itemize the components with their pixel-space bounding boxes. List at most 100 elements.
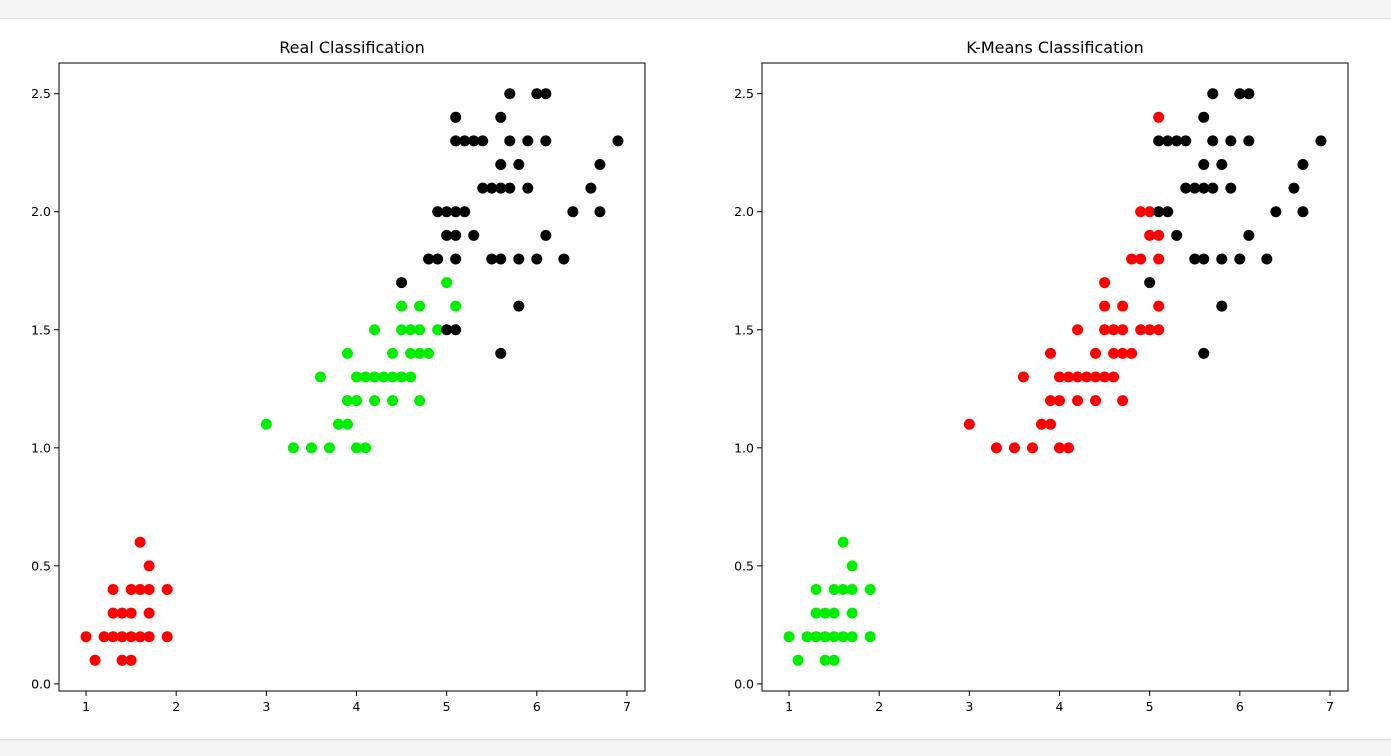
- data-point: [1153, 324, 1165, 336]
- data-point: [423, 347, 435, 359]
- data-point: [531, 88, 543, 100]
- data-point: [1081, 371, 1093, 383]
- data-point: [441, 206, 453, 218]
- data-point: [1198, 111, 1210, 123]
- data-point: [351, 371, 363, 383]
- data-point: [260, 418, 272, 430]
- data-point: [864, 631, 876, 643]
- data-point: [432, 253, 444, 265]
- data-point: [1072, 395, 1084, 407]
- y-tick-label: 2.0: [734, 204, 754, 219]
- data-point: [1072, 371, 1084, 383]
- data-point: [1207, 182, 1219, 194]
- data-point: [1180, 135, 1192, 147]
- plot-frame: [761, 62, 1349, 692]
- data-point: [89, 654, 101, 666]
- y-tick-label: 2.5: [734, 86, 754, 101]
- data-point: [396, 300, 408, 312]
- data-point: [495, 253, 507, 265]
- data-point: [567, 206, 579, 218]
- data-point: [80, 631, 92, 643]
- data-point: [1162, 135, 1174, 147]
- data-point: [1270, 206, 1282, 218]
- data-point: [1008, 442, 1020, 454]
- data-point: [98, 631, 110, 643]
- data-point: [405, 371, 417, 383]
- y-tick-label: 0.0: [31, 676, 51, 691]
- data-point: [1261, 253, 1273, 265]
- data-point: [585, 182, 597, 194]
- data-point: [396, 277, 408, 289]
- plot-title: K-Means Classification: [966, 38, 1143, 57]
- data-point: [387, 395, 399, 407]
- x-tick-label: 1: [82, 699, 90, 714]
- data-point: [305, 442, 317, 454]
- data-point: [783, 631, 795, 643]
- data-point: [1054, 442, 1066, 454]
- data-point: [1072, 324, 1084, 336]
- data-point: [441, 229, 453, 241]
- data-point: [341, 347, 353, 359]
- data-point: [1063, 442, 1075, 454]
- data-point: [143, 631, 155, 643]
- data-point: [801, 631, 813, 643]
- data-point: [432, 324, 444, 336]
- data-point: [161, 583, 173, 595]
- data-point: [378, 371, 390, 383]
- data-point: [414, 324, 426, 336]
- data-point: [495, 347, 507, 359]
- data-point: [1044, 395, 1056, 407]
- data-point: [1099, 371, 1111, 383]
- data-point: [1243, 229, 1255, 241]
- series-2: [260, 253, 462, 454]
- data-point: [837, 583, 849, 595]
- data-point: [810, 583, 822, 595]
- data-point: [837, 631, 849, 643]
- series-2: [963, 111, 1165, 454]
- data-point: [1153, 253, 1165, 265]
- data-point: [1153, 229, 1165, 241]
- data-point: [1026, 442, 1038, 454]
- data-point: [1108, 347, 1120, 359]
- data-point: [1054, 371, 1066, 383]
- data-point: [1234, 88, 1246, 100]
- data-point: [341, 395, 353, 407]
- data-point: [1126, 347, 1138, 359]
- data-point: [1063, 371, 1075, 383]
- data-point: [1216, 300, 1228, 312]
- data-point: [540, 88, 552, 100]
- data-point: [1090, 371, 1102, 383]
- data-point: [1207, 88, 1219, 100]
- data-point: [450, 253, 462, 265]
- plot-frame: [58, 62, 646, 692]
- data-point: [513, 159, 525, 171]
- data-point: [810, 631, 822, 643]
- data-point: [513, 253, 525, 265]
- y-tick-label: 2.0: [31, 204, 51, 219]
- y-tick-label: 0.5: [734, 558, 754, 573]
- data-point: [495, 182, 507, 194]
- series-3: [396, 88, 624, 359]
- data-point: [441, 324, 453, 336]
- data-point: [1198, 159, 1210, 171]
- data-point: [1288, 182, 1300, 194]
- notebook-cell-top-area: [0, 0, 1391, 19]
- data-point: [963, 418, 975, 430]
- data-point: [1189, 253, 1201, 265]
- data-point: [1099, 324, 1111, 336]
- data-point: [828, 654, 840, 666]
- data-point: [369, 371, 381, 383]
- data-point: [504, 88, 516, 100]
- y-tick-label: 1.0: [31, 440, 51, 455]
- data-point: [323, 442, 335, 454]
- data-point: [1108, 371, 1120, 383]
- data-point: [116, 654, 128, 666]
- data-point: [332, 418, 344, 430]
- x-tick-label: 7: [623, 699, 631, 714]
- data-point: [1135, 206, 1147, 218]
- data-point: [1234, 253, 1246, 265]
- data-point: [314, 371, 326, 383]
- data-point: [450, 229, 462, 241]
- data-point: [387, 347, 399, 359]
- data-point: [369, 324, 381, 336]
